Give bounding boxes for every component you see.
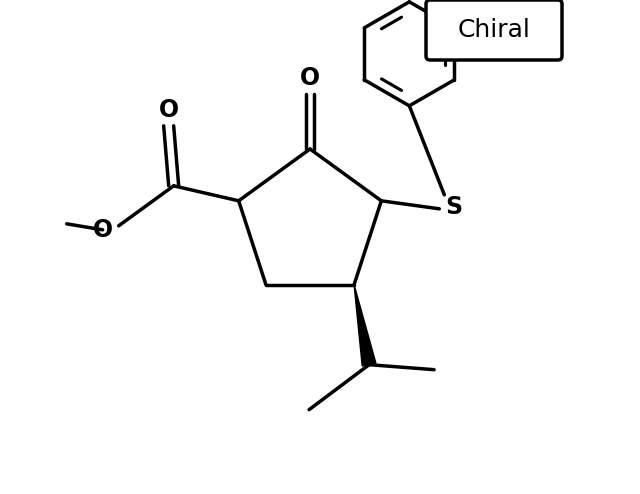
Polygon shape — [354, 285, 376, 366]
Text: O: O — [300, 66, 320, 90]
Text: O: O — [159, 98, 179, 122]
Text: S: S — [445, 195, 462, 219]
FancyBboxPatch shape — [426, 0, 562, 60]
Text: Chiral: Chiral — [458, 18, 531, 42]
Text: O: O — [93, 218, 113, 242]
